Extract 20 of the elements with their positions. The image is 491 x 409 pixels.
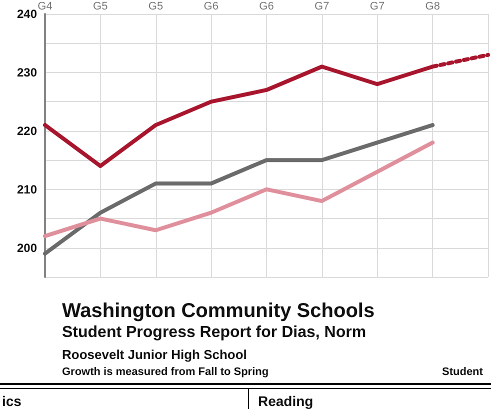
x-tick-label: G8 [425,0,440,12]
text: Growth is measured from Fall to Spring [62,366,269,378]
x-tick-label: G7 [370,0,385,12]
y-tick-label: 210 [16,182,38,196]
text: Student Progress Report for Dias, Norm [62,324,366,342]
text: Reading [258,393,314,409]
y-tick-label: 200 [16,240,38,255]
x-tick-label: G5 [148,0,164,12]
text: Washington Community Schools [62,300,375,323]
y-tick-label: 230 [16,65,38,80]
x-tick-label: G7 [314,0,330,12]
text: Student [442,366,483,378]
text: Roosevelt Junior High School [62,347,247,362]
x-tick-label: G6 [204,0,218,12]
text: ics [2,393,22,409]
x-tick-label: G4 [38,0,52,12]
x-tick-label: G5 [93,0,108,12]
y-tick-label: 240 [16,7,38,21]
x-tick-label: G6 [259,0,274,12]
y-tick-label: 220 [16,124,38,138]
